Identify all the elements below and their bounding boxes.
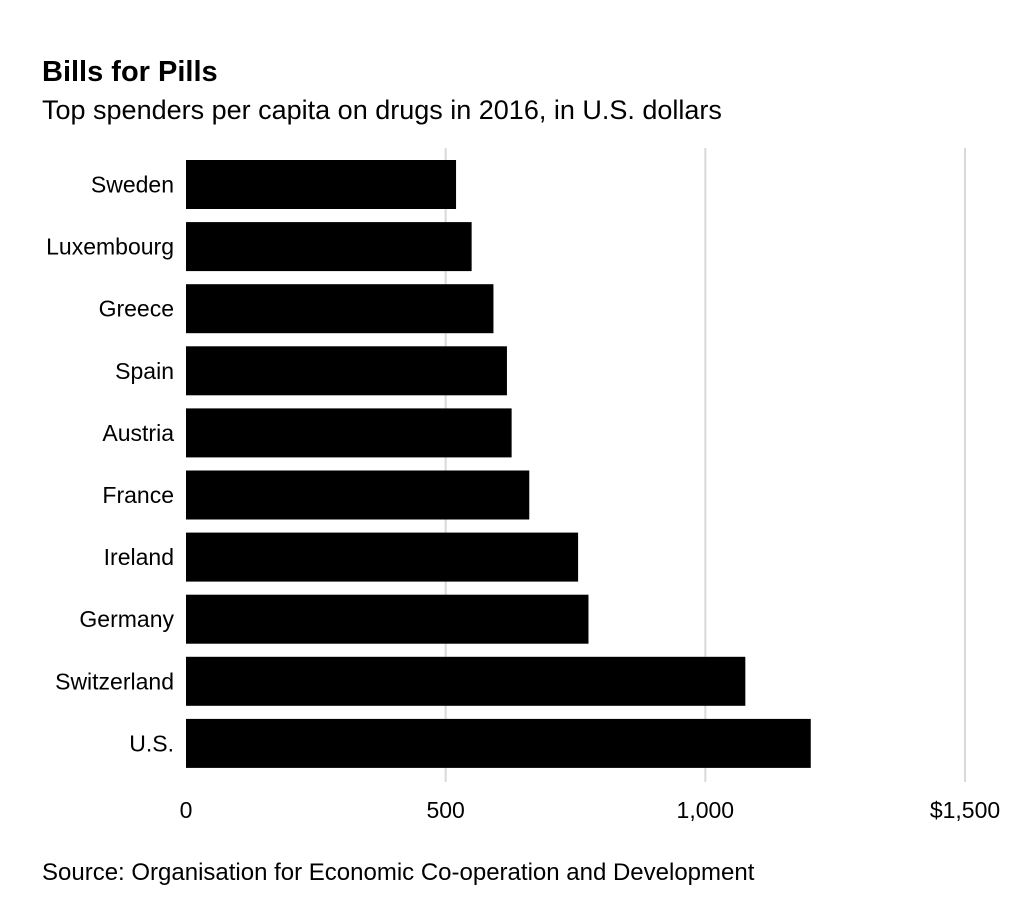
x-tick-label: 500 xyxy=(426,797,464,823)
category-label: Spain xyxy=(115,358,174,384)
x-axis-ticks: 0 500 1,000 $1,500 xyxy=(180,797,1001,823)
category-label: Greece xyxy=(99,296,174,322)
category-label: Luxembourg xyxy=(46,234,174,260)
category-label: Austria xyxy=(102,420,174,446)
bar-luxembourg xyxy=(186,222,472,272)
chart-subtitle: Top spenders per capita on drugs in 2016… xyxy=(42,95,722,125)
x-tick-label: 0 xyxy=(180,797,193,823)
bar-spain xyxy=(186,346,507,396)
category-label: Sweden xyxy=(91,172,174,198)
chart-title: Bills for Pills xyxy=(42,56,218,88)
bars xyxy=(186,160,811,768)
bar-austria xyxy=(186,408,512,458)
category-label: Ireland xyxy=(104,544,174,570)
category-label: Germany xyxy=(79,606,174,632)
category-label: France xyxy=(102,482,174,508)
category-labels: Sweden Luxembourg Greece Spain Austria France… xyxy=(46,172,174,757)
bar-sweden xyxy=(186,160,457,209)
bar-u-s xyxy=(186,718,811,768)
x-tick-label: $1,500 xyxy=(930,797,1000,823)
bar-germany xyxy=(186,594,589,644)
bar-greece xyxy=(186,284,494,334)
bar-ireland xyxy=(186,532,579,582)
category-label: U.S. xyxy=(129,730,174,756)
bar-france xyxy=(186,470,530,520)
bar-switzerland xyxy=(186,656,746,706)
category-label: Switzerland xyxy=(55,668,174,694)
source-note: Source: Organisation for Economic Co-ope… xyxy=(42,859,755,886)
x-tick-label: 1,000 xyxy=(677,797,735,823)
